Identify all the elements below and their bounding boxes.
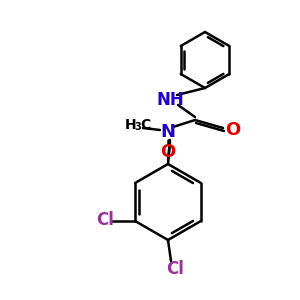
- Text: 3: 3: [134, 122, 141, 132]
- Text: Cl: Cl: [166, 260, 184, 278]
- Text: N: N: [160, 123, 175, 141]
- Text: C: C: [140, 118, 150, 132]
- Text: O: O: [160, 143, 175, 161]
- Text: O: O: [225, 121, 241, 139]
- Text: Cl: Cl: [96, 211, 114, 229]
- Text: H: H: [125, 118, 136, 132]
- Text: NH: NH: [156, 91, 184, 109]
